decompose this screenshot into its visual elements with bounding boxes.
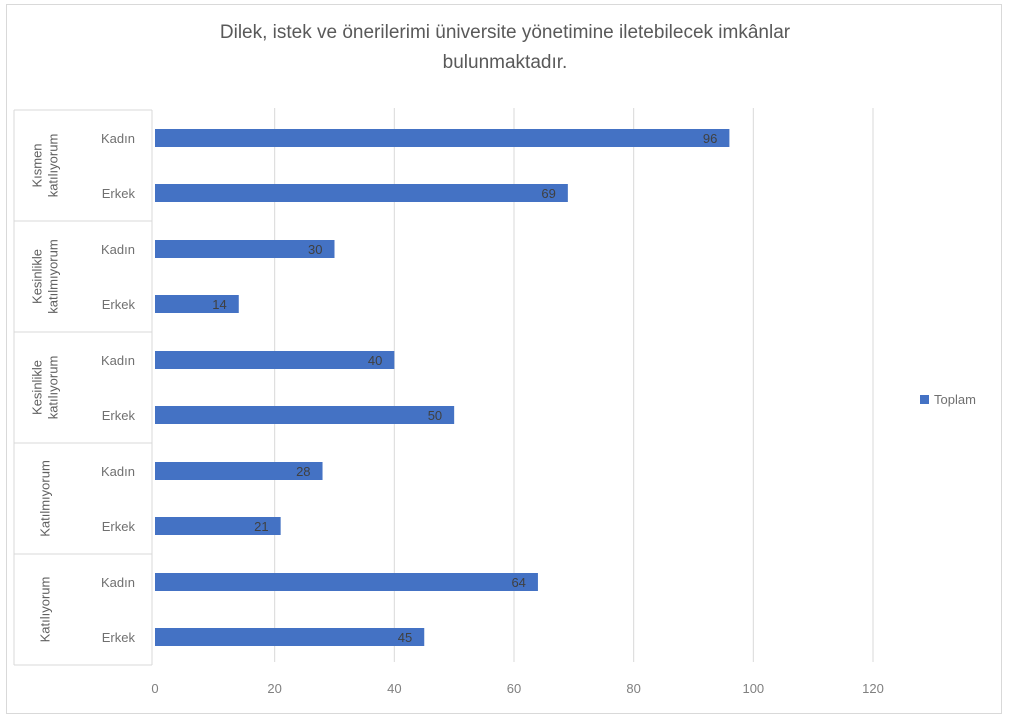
category-label: Kadın <box>101 464 135 479</box>
category-label: Erkek <box>102 630 136 645</box>
bar <box>155 628 425 646</box>
bar-value-label: 28 <box>296 464 310 479</box>
bar <box>155 129 730 147</box>
bar-value-label: 69 <box>541 186 555 201</box>
bar-value-label: 96 <box>703 131 717 146</box>
x-tick-label: 40 <box>387 681 401 696</box>
x-tick-label: 120 <box>862 681 884 696</box>
group-label: Kesinlikle <box>29 249 44 304</box>
bar-value-label: 30 <box>308 242 322 257</box>
bar <box>155 517 281 535</box>
group-label: katılıyorum <box>45 356 60 420</box>
bar <box>155 240 335 258</box>
bar <box>155 406 455 424</box>
bar-value-label: 45 <box>398 630 412 645</box>
group-label: Kesinlikle <box>29 360 44 415</box>
legend: Toplam <box>920 392 976 407</box>
x-tick-label: 100 <box>742 681 764 696</box>
x-tick-label: 0 <box>151 681 158 696</box>
bar-value-label: 40 <box>368 353 382 368</box>
chart-title-line-1: Dilek, istek ve önerilerimi üniversite y… <box>219 22 791 43</box>
bar <box>155 351 395 369</box>
group-label: katılıyorum <box>45 134 60 198</box>
category-label: Erkek <box>102 297 136 312</box>
x-tick-label: 20 <box>267 681 281 696</box>
bar <box>155 462 323 480</box>
group-label: Katılıyorum <box>37 577 52 643</box>
bar-value-label: 50 <box>428 408 442 423</box>
group-label: katılmıyorum <box>45 239 60 313</box>
bar <box>155 295 239 313</box>
x-tick-label: 60 <box>507 681 521 696</box>
bar <box>155 184 568 202</box>
category-label: Kadın <box>101 131 135 146</box>
bar <box>155 573 538 591</box>
category-label: Kadın <box>101 242 135 257</box>
bar-value-label: 64 <box>511 575 525 590</box>
x-tick-label: 80 <box>626 681 640 696</box>
category-label: Kadın <box>101 575 135 590</box>
bar-value-label: 21 <box>254 519 268 534</box>
category-label: Erkek <box>102 186 136 201</box>
legend-label: Toplam <box>934 392 976 407</box>
group-label: Kısmen <box>29 143 44 187</box>
chart-title: Dilek, istek ve önerilerimi üniversite y… <box>120 18 890 78</box>
category-label: Erkek <box>102 408 136 423</box>
category-label: Kadın <box>101 353 135 368</box>
legend-swatch <box>920 395 929 404</box>
chart-title-line-2: bulunmaktadır. <box>442 52 568 73</box>
bar-value-label: 14 <box>212 297 226 312</box>
category-label: Erkek <box>102 519 136 534</box>
group-label: Katılmıyorum <box>37 460 52 537</box>
